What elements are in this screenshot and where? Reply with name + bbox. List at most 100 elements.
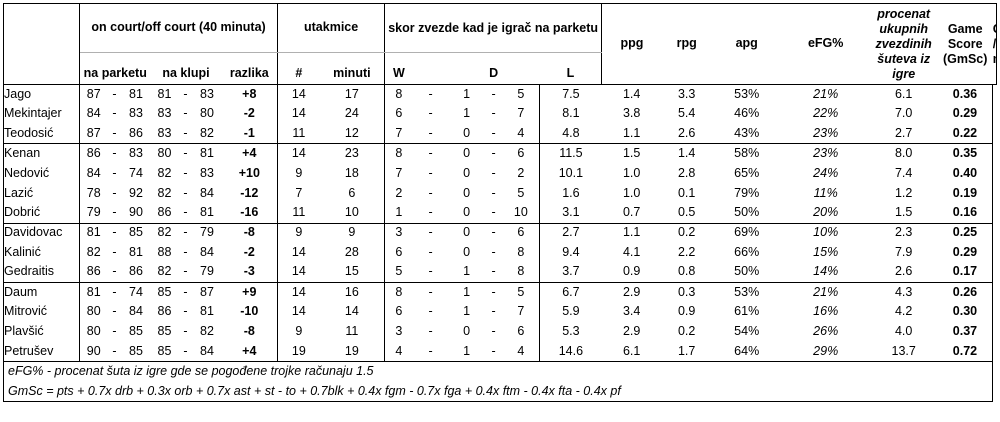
off-court-b-cell: 83 (200, 165, 214, 180)
player-name-cell: Gedraitis (3, 262, 80, 283)
apg-cell: 0.9 (677, 304, 696, 319)
losses-cell: 10 (502, 203, 541, 224)
wins-cell: 4 (384, 341, 413, 363)
ppg-cell: 3.1 (539, 203, 602, 224)
draws-cell: 0 (463, 165, 471, 180)
gmsc-per-minute-cell: 0.16 (937, 203, 994, 224)
dash-cell: - (183, 146, 188, 161)
on-court-b-cell: 74 (129, 165, 143, 180)
gmsc-per-minute-cell: 0.22 (937, 124, 994, 145)
dash-cell: - (178, 124, 193, 145)
minutes-cell: 9 (319, 223, 386, 243)
on-court-b-cell: 81 (129, 244, 143, 259)
wins-cell: 8 (395, 86, 403, 101)
minutes-cell: 11 (319, 322, 386, 342)
dash-cell: - (491, 146, 496, 161)
minutes-cell: 10 (319, 203, 386, 224)
header-on-off: on court/off court (40 minuta) (79, 3, 279, 53)
gamescore-cell: 4.2 (894, 304, 913, 319)
ppg-cell: 10.1 (558, 165, 584, 180)
difference-cell: -10 (221, 302, 279, 323)
rpg-cell: 2.9 (622, 284, 641, 299)
minutes-cell: 17 (319, 84, 386, 105)
games-cell: 9 (295, 165, 303, 180)
ppg-cell: 4.8 (539, 124, 602, 145)
on-court-a-cell: 80 (86, 304, 101, 319)
off-court-a-cell: 86 (157, 304, 172, 319)
shot-share-cell: 21% (813, 284, 839, 299)
gamescore-cell: 7.4 (894, 165, 913, 180)
ppg-cell: 14.6 (539, 341, 602, 363)
ppg-cell: 2.7 (562, 225, 580, 240)
difference-cell: +4 (221, 143, 279, 164)
on-court-a-cell: 84 (86, 165, 101, 180)
player-name-cell: Daum (3, 282, 80, 303)
dash-cell: - (491, 304, 496, 319)
player-name-cell: Jago (3, 84, 80, 105)
off-court-b-cell: 87 (200, 284, 214, 299)
draws-cell: 0 (463, 185, 471, 200)
player-name-cell: Plavšić (3, 322, 80, 342)
efg-cell: 79% (734, 185, 760, 200)
shot-share-cell: 20% (781, 203, 870, 224)
losses-cell: 4 (502, 124, 541, 145)
gamescore-cell: 4.0 (894, 324, 913, 339)
wins-cell: 7 (395, 165, 403, 180)
draws-cell: 0 (463, 225, 471, 240)
games-cell: 19 (277, 341, 320, 363)
difference-cell: -2 (221, 242, 279, 263)
dash-cell: - (428, 324, 433, 339)
table-row: Dobrić 79-90 86-81 -16 11 10 1-0-10 3.1 0.7 0.5 50… (3, 203, 997, 224)
apg-cell: 3.3 (677, 86, 696, 101)
gmsc-per-minute-cell: 0.36 (937, 84, 994, 105)
off-court-a-cell: 82 (157, 225, 172, 240)
table-row: Kenan 86-83 80-81 +4 14 23 8-0-6 11.5 1.5 1.4 58% 2… (3, 143, 997, 164)
ppg-cell: 1.6 (562, 185, 580, 200)
games-cell: 11 (277, 203, 320, 224)
gmsc-per-minute-cell: 0.35 (937, 143, 994, 164)
off-court-a-cell: 82 (157, 165, 172, 180)
dash-cell: - (112, 284, 117, 299)
on-court-b-cell: 85 (129, 324, 143, 339)
footnote-efg: eFG% - procenat šuta iz igre gde se pogo… (2, 361, 994, 382)
efg-cell: 64% (711, 341, 782, 363)
header-razlika: razlika (221, 52, 279, 85)
dash-cell: - (412, 203, 449, 224)
draws-cell: 1 (448, 262, 485, 283)
gamescore-cell: 8.0 (894, 146, 913, 161)
on-court-a-cell: 82 (86, 244, 101, 259)
games-cell: 14 (291, 86, 306, 101)
difference-cell: +9 (221, 282, 279, 303)
games-cell: 14 (291, 284, 306, 299)
difference-cell: -3 (221, 262, 279, 283)
ppg-cell: 8.1 (562, 106, 580, 121)
header-l: L (539, 52, 603, 85)
losses-cell: 5 (502, 84, 541, 105)
draws-cell: 0 (463, 244, 471, 259)
games-cell: 14 (291, 146, 306, 161)
dash-cell: - (183, 86, 188, 101)
player-name-cell: Dobrić (3, 203, 80, 224)
dash-cell: - (491, 86, 496, 101)
dash-cell: - (107, 124, 122, 145)
dash-cell: - (491, 324, 496, 339)
losses-cell: 6 (502, 223, 541, 243)
efg-cell: 50% (711, 262, 782, 283)
apg-cell: 2.6 (661, 124, 712, 145)
shot-share-cell: 11% (813, 185, 838, 200)
on-court-a-cell: 84 (86, 106, 101, 121)
apg-cell: 0.3 (677, 284, 696, 299)
shot-share-cell: 14% (781, 262, 870, 283)
ppg-cell: 3.7 (539, 262, 602, 283)
dash-cell: - (183, 324, 188, 339)
off-court-a-cell: 85 (157, 324, 172, 339)
losses-cell: 6 (502, 143, 541, 164)
gmsc-per-minute-cell: 0.72 (937, 341, 994, 363)
dash-cell: - (112, 106, 117, 121)
minutes-cell: 15 (319, 262, 386, 283)
gamescore-cell: 6.1 (894, 86, 913, 101)
off-court-a-cell: 83 (157, 106, 172, 121)
gamescore-cell: 7.9 (894, 244, 913, 259)
on-court-b-cell: 74 (129, 284, 143, 299)
table-body: Jago 87-81 81-83 +8 14 17 8-1-5 7.5 1.4 3.3 53% 21%… (3, 84, 997, 363)
